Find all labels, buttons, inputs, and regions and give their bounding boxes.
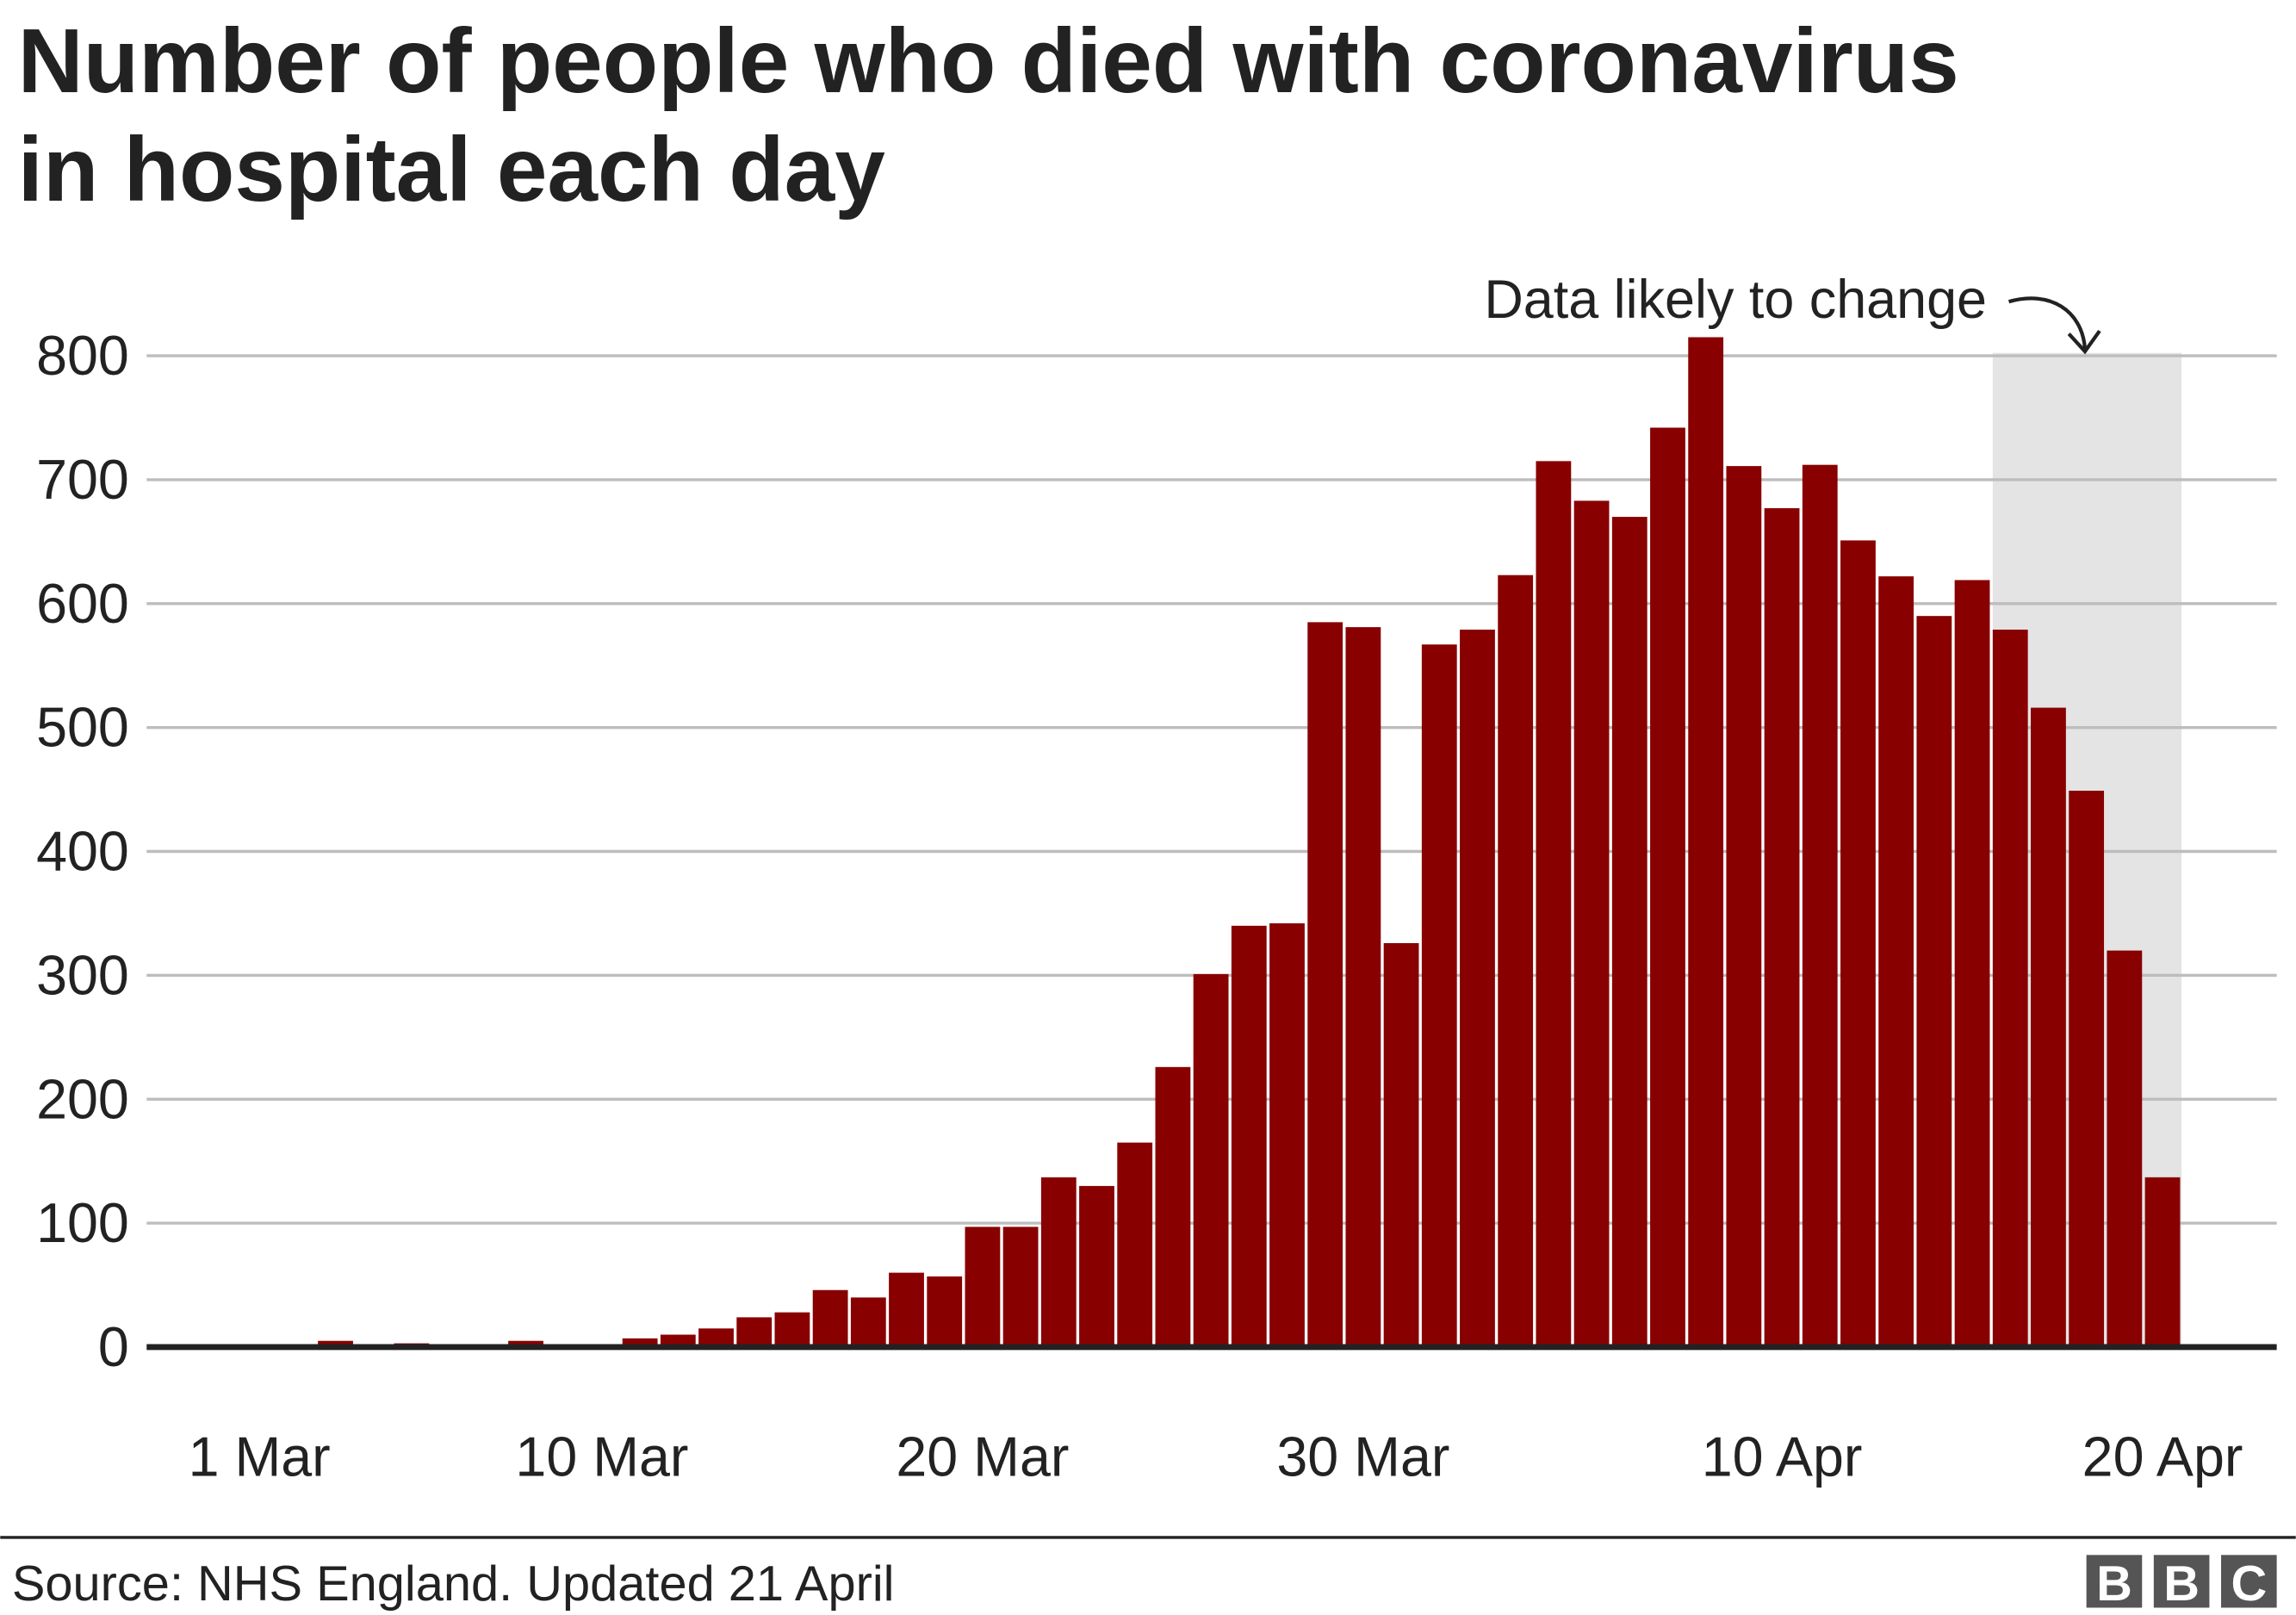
bar-9-apr [1726,466,1762,1347]
bar-11-mar [622,1338,658,1347]
bar-16-mar [812,1289,848,1347]
bar-8-mar [508,1340,543,1347]
y-tick-label: 100 [36,1192,129,1254]
bar-12-apr [1840,540,1876,1347]
bbc-logo: B B C [2086,1555,2277,1612]
bar-18-apr [2069,791,2105,1347]
bar-10-apr [1764,508,1800,1347]
y-tick-label: 400 [36,821,129,883]
bar-26-mar [1193,973,1229,1347]
svg-text:B: B [2163,1556,2200,1612]
y-tick-label: 500 [36,697,129,759]
y-tick-label: 600 [36,573,129,635]
chart-title-line-1: Number of people who died with coronavir… [18,11,1959,112]
x-tick-label: 20 Apr [2082,1426,2243,1488]
bar-23-mar [1079,1185,1114,1347]
bar-13-mar [698,1328,734,1347]
svg-text:C: C [2231,1556,2267,1612]
bar-19-apr [2107,950,2143,1347]
x-tick-label: 30 Mar [1276,1426,1449,1488]
annotation-arrow-icon [2007,296,2101,355]
bar-2-apr [1460,629,1495,1347]
chart-title-line-2: in hospital each day [18,120,886,221]
bar-12-mar [660,1334,696,1347]
bar-30-mar [1345,627,1381,1347]
bar-25-mar [1155,1066,1191,1347]
bar-1-apr [1421,644,1457,1347]
bar-11-apr [1802,464,1838,1347]
bar-7-apr [1650,427,1685,1347]
bar-22-mar [1040,1177,1077,1347]
bar-16-apr [1992,629,2028,1347]
bar-27-mar [1231,925,1267,1347]
x-tick-label: 10 Mar [515,1426,688,1488]
bar-14-apr [1916,616,1952,1347]
bar-24-mar [1117,1142,1153,1347]
bar-15-apr [1954,580,1990,1347]
bar-19-mar [927,1276,963,1347]
bar-6-apr [1611,517,1648,1347]
x-tick-label: 20 Mar [896,1426,1069,1488]
bar-20-mar [965,1227,1001,1347]
bar-5-apr [1573,500,1610,1347]
y-tick-label: 300 [36,944,129,1006]
bar-29-mar [1307,622,1343,1347]
bar-28-mar [1269,922,1305,1347]
y-tick-label: 700 [36,449,129,511]
bar-20-apr [2144,1177,2181,1347]
bar-4-apr [1536,461,1572,1347]
annotation-data-likely-to-change: Data likely to change [1484,270,1987,330]
bar-17-mar [850,1297,886,1347]
y-tick-label: 200 [36,1068,129,1130]
bar-31-mar [1383,942,1419,1347]
bar-15-mar [774,1312,810,1347]
bar-21-mar [1002,1227,1039,1347]
bar-18-mar [889,1272,924,1347]
bar-14-mar [736,1317,773,1347]
bar-17-apr [2031,707,2066,1347]
source-note: Source: NHS England. Updated 21 April [12,1556,895,1612]
svg-text:B: B [2096,1556,2132,1612]
x-tick-label: 1 Mar [189,1426,331,1488]
bar-3-mar [318,1340,353,1347]
y-tick-label: 0 [98,1316,129,1378]
x-tick-label: 10 Apr [1702,1426,1863,1488]
bar-13-apr [1878,576,1914,1347]
bar-8-apr [1688,337,1724,1347]
bar-3-apr [1498,575,1534,1347]
y-tick-label: 800 [36,325,129,387]
